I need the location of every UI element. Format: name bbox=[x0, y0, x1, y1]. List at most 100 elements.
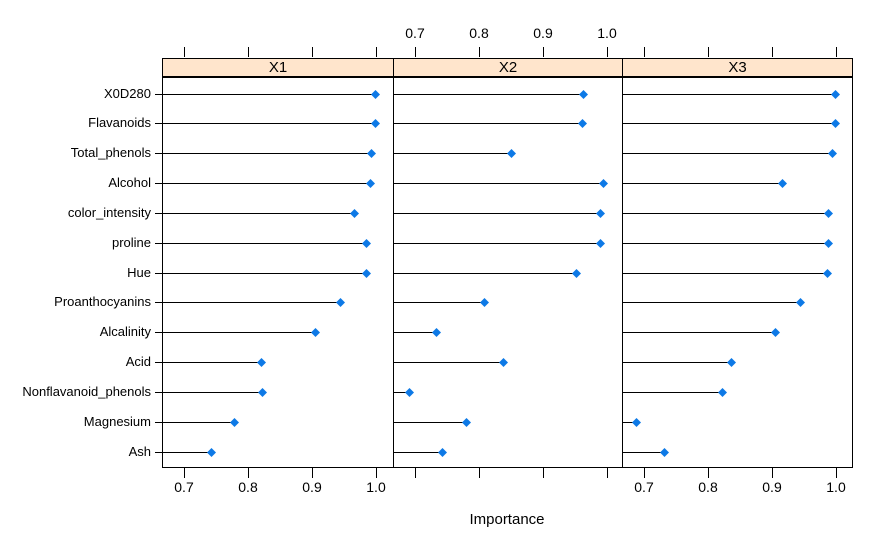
x-tick-top bbox=[248, 47, 249, 57]
data-point-diamond bbox=[507, 149, 516, 158]
panel-divider bbox=[622, 77, 623, 467]
lollipop-line bbox=[163, 213, 354, 214]
lollipop-line bbox=[394, 422, 466, 423]
row-label: Alcalinity bbox=[99, 324, 151, 339]
data-point-diamond bbox=[579, 90, 588, 99]
lollipop-line bbox=[163, 422, 234, 423]
data-point-diamond bbox=[771, 328, 780, 337]
data-point-diamond bbox=[362, 239, 371, 248]
data-point-diamond bbox=[824, 209, 833, 218]
data-point-diamond bbox=[824, 239, 833, 248]
lollipop-line bbox=[394, 153, 511, 154]
row-label: color_intensity bbox=[67, 205, 151, 220]
x-tick-label-top: 0.8 bbox=[469, 25, 489, 41]
x-tick-bottom bbox=[184, 468, 185, 478]
data-point-diamond bbox=[828, 149, 837, 158]
x-tick-top bbox=[479, 47, 480, 57]
data-point-diamond bbox=[371, 90, 380, 99]
y-tick bbox=[155, 153, 162, 154]
row-label: Alcohol bbox=[108, 175, 151, 190]
data-point-diamond bbox=[367, 149, 376, 158]
lollipop-line bbox=[163, 392, 262, 393]
x-tick-top bbox=[836, 47, 837, 57]
lollipop-line bbox=[623, 123, 835, 124]
x-tick-label-bottom: 0.7 bbox=[634, 479, 654, 495]
lollipop-line bbox=[394, 243, 600, 244]
y-tick bbox=[155, 94, 162, 95]
lollipop-line bbox=[623, 392, 722, 393]
x-tick-bottom bbox=[836, 468, 837, 478]
y-tick bbox=[155, 213, 162, 214]
lollipop-line bbox=[394, 94, 583, 95]
data-point-diamond bbox=[718, 388, 727, 397]
lollipop-line bbox=[163, 94, 375, 95]
lollipop-line bbox=[163, 452, 211, 453]
row-label: Flavanoids bbox=[88, 115, 151, 130]
lollipop-line bbox=[623, 213, 828, 214]
data-point-diamond bbox=[432, 328, 441, 337]
lollipop-line bbox=[623, 332, 775, 333]
data-point-diamond bbox=[632, 418, 641, 427]
lollipop-line bbox=[623, 153, 832, 154]
x-tick-top bbox=[644, 47, 645, 57]
data-point-diamond bbox=[499, 358, 508, 367]
data-point-diamond bbox=[660, 448, 669, 457]
lollipop-line bbox=[623, 183, 782, 184]
x-tick-label-top: 0.9 bbox=[533, 25, 553, 41]
data-point-diamond bbox=[371, 119, 380, 128]
lollipop-line bbox=[623, 273, 827, 274]
y-tick bbox=[155, 302, 162, 303]
x-tick-label-bottom: 0.8 bbox=[238, 479, 258, 495]
lollipop-line bbox=[394, 362, 503, 363]
x-tick-top bbox=[708, 47, 709, 57]
data-point-diamond bbox=[578, 119, 587, 128]
lollipop-line bbox=[623, 452, 664, 453]
data-point-diamond bbox=[311, 328, 320, 337]
lollipop-line bbox=[394, 392, 409, 393]
row-label: Total_phenols bbox=[70, 145, 151, 160]
y-tick bbox=[155, 392, 162, 393]
x-tick-bottom bbox=[376, 468, 377, 478]
x-tick-bottom bbox=[248, 468, 249, 478]
lollipop-line bbox=[394, 183, 603, 184]
y-tick bbox=[155, 183, 162, 184]
row-label: proline bbox=[111, 235, 151, 250]
x-tick-top bbox=[772, 47, 773, 57]
data-point-diamond bbox=[350, 209, 359, 218]
x-tick-label-bottom: 0.8 bbox=[698, 479, 718, 495]
data-point-diamond bbox=[405, 388, 414, 397]
lollipop-line bbox=[623, 422, 636, 423]
x-tick-bottom bbox=[708, 468, 709, 478]
x-tick-label-bottom: 1.0 bbox=[826, 479, 846, 495]
data-point-diamond bbox=[831, 90, 840, 99]
row-label: Hue bbox=[127, 265, 151, 280]
data-point-diamond bbox=[258, 388, 267, 397]
data-point-diamond bbox=[336, 298, 345, 307]
lollipop-line bbox=[623, 302, 800, 303]
strip-x1: X1 bbox=[162, 58, 394, 77]
lollipop-line bbox=[163, 123, 375, 124]
lollipop-line bbox=[163, 183, 370, 184]
row-label: Acid bbox=[125, 354, 151, 369]
data-point-diamond bbox=[366, 179, 375, 188]
x-tick-bottom bbox=[415, 468, 416, 478]
data-point-diamond bbox=[823, 269, 832, 278]
lollipop-line bbox=[163, 302, 340, 303]
x-tick-top bbox=[543, 47, 544, 57]
lollipop-line bbox=[163, 243, 366, 244]
row-label: Nonflavanoid_phenols bbox=[22, 384, 151, 399]
data-point-diamond bbox=[438, 448, 447, 457]
data-point-diamond bbox=[207, 448, 216, 457]
data-point-diamond bbox=[462, 418, 471, 427]
x-tick-label-bottom: 1.0 bbox=[366, 479, 386, 495]
row-label: Ash bbox=[128, 444, 151, 459]
data-point-diamond bbox=[596, 209, 605, 218]
lollipop-line bbox=[163, 332, 315, 333]
x-tick-top bbox=[184, 47, 185, 57]
lollipop-line bbox=[623, 362, 731, 363]
x-tick-bottom bbox=[607, 468, 608, 478]
data-point-diamond bbox=[778, 179, 787, 188]
x-tick-bottom bbox=[312, 468, 313, 478]
